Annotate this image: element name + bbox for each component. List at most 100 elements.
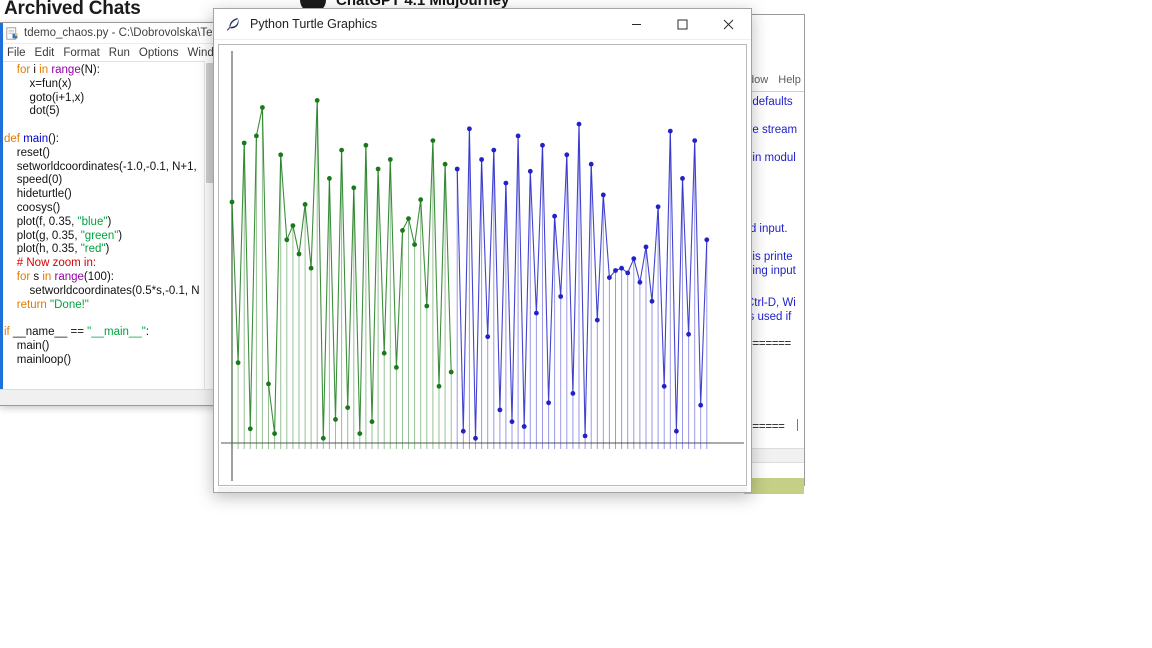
menu-format[interactable]: Format <box>63 46 100 59</box>
turtle-titlebar[interactable]: Python Turtle Graphics <box>214 9 751 40</box>
idle-editor-window[interactable]: tdemo_chaos.py - C:\Dobrovolska\Tema1\ F… <box>0 22 217 406</box>
shell-menubar[interactable]: dow Help <box>748 74 804 90</box>
data-point <box>290 223 296 229</box>
data-point <box>375 166 381 172</box>
code-line: x=fun(x) <box>4 77 72 90</box>
data-point <box>436 383 442 389</box>
shell-caret <box>797 419 798 431</box>
shell-separator: ====== <box>746 421 785 434</box>
turtle-window-body <box>214 40 751 492</box>
code-line: if __name__ == "__main__": <box>4 326 150 339</box>
minimize-button[interactable] <box>613 9 659 39</box>
turtle-graphics-window[interactable]: Python Turtle Graphics <box>213 8 752 493</box>
code-line: plot(h, 0.35, "red") <box>4 243 110 256</box>
series-line <box>456 124 708 439</box>
window-controls <box>613 9 751 39</box>
python-file-icon <box>6 26 19 40</box>
data-point <box>302 202 308 207</box>
menu-options[interactable]: Options <box>138 46 179 59</box>
data-point <box>369 419 375 425</box>
data-point <box>284 237 290 243</box>
data-point <box>521 424 527 429</box>
data-point <box>546 400 551 406</box>
code-line <box>4 312 216 326</box>
data-point <box>448 369 454 375</box>
data-point <box>241 140 247 146</box>
scrollbar-thumb[interactable] <box>206 63 215 183</box>
data-point <box>327 176 332 181</box>
menu-window[interactable]: Window <box>187 46 216 59</box>
idle-menubar[interactable]: File Edit Format Run Options Window H <box>0 44 216 62</box>
idle-code-area[interactable]: for i in range(N): x=fun(x) goto(i+1,x) … <box>0 64 216 402</box>
data-point <box>254 133 259 139</box>
shell-menu-window[interactable]: dow <box>748 74 769 86</box>
code-line: coosys() <box>4 201 61 214</box>
data-point <box>692 138 698 143</box>
conversation-title: ChatGPT 4.1 Midjourney <box>336 0 510 9</box>
data-point <box>600 192 606 198</box>
shell-separator: ======= <box>746 338 791 351</box>
code-line: return "Done!" <box>16 298 89 311</box>
data-point <box>503 180 509 186</box>
shell-menu-help[interactable]: Help <box>778 74 801 86</box>
data-point <box>260 105 265 110</box>
menu-edit[interactable]: Edit <box>34 46 55 59</box>
data-point <box>643 244 649 250</box>
data-point <box>406 216 411 222</box>
series-green <box>229 98 454 449</box>
data-point <box>308 265 314 271</box>
data-point <box>582 433 588 439</box>
code-line: goto(i+1,x) <box>4 91 85 104</box>
data-point <box>235 360 241 366</box>
code-line: speed(0) <box>4 174 63 187</box>
data-point <box>552 213 557 219</box>
shell-menu-divider <box>744 91 804 92</box>
code-line: setworldcoordinates(-1.0,-0.1, N+1, <box>4 160 197 173</box>
data-point <box>674 428 679 434</box>
data-point <box>637 279 643 285</box>
data-point <box>278 152 284 158</box>
turtle-canvas[interactable] <box>218 44 747 486</box>
data-point <box>588 161 594 167</box>
python-shell-window[interactable] <box>744 14 805 486</box>
idle-titlebar[interactable]: tdemo_chaos.py - C:\Dobrovolska\Tema1\ <box>0 23 216 44</box>
data-point <box>314 98 320 103</box>
code-line: for s in range(100): <box>16 270 114 283</box>
data-point <box>576 121 582 127</box>
data-point <box>613 268 618 273</box>
code-line: hideturtle() <box>4 188 72 201</box>
data-point <box>558 294 564 299</box>
code-line: # Now zoom in: <box>4 257 97 270</box>
code-line: def main(): <box>4 132 59 145</box>
data-point <box>412 242 417 248</box>
data-point <box>607 275 612 280</box>
shell-status-band <box>744 448 804 463</box>
data-point <box>680 176 685 181</box>
shell-text-line: ; defaults <box>746 96 793 108</box>
data-point <box>667 128 673 134</box>
data-point <box>485 334 491 340</box>
data-point <box>515 133 521 139</box>
menu-file[interactable]: File <box>7 46 26 59</box>
turtle-horizontal-scrollbar[interactable] <box>218 487 747 492</box>
data-point <box>320 435 326 441</box>
turtle-window-title: Python Turtle Graphics <box>250 17 378 31</box>
data-point <box>339 147 344 153</box>
data-point <box>454 166 460 172</box>
data-point <box>333 417 338 422</box>
maximize-button[interactable] <box>659 9 705 39</box>
menu-run[interactable]: Run <box>108 46 130 59</box>
close-button[interactable] <box>705 9 751 39</box>
data-point <box>400 228 405 233</box>
data-point <box>460 428 466 434</box>
data-point <box>473 435 478 441</box>
data-point <box>296 251 302 257</box>
data-point <box>649 298 655 304</box>
assistant-avatar-icon <box>300 0 326 10</box>
data-point <box>381 350 387 356</box>
python-feather-icon <box>225 16 241 32</box>
data-point <box>418 197 424 203</box>
data-point <box>631 256 637 262</box>
shell-text-line: rd input. <box>746 223 788 235</box>
